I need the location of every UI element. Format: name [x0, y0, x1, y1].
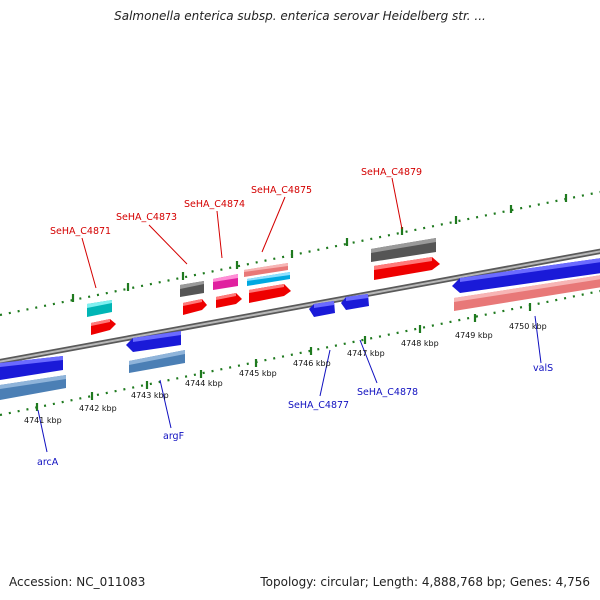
tick-label: 4748 kbp [401, 339, 439, 348]
gene-label-seha-c4871[interactable]: SeHA_C4871 [50, 226, 111, 237]
feature-seha-c4875-c[interactable] [249, 284, 291, 303]
tick-label: 4749 kbp [455, 331, 493, 340]
top-label-connectors [81, 177, 403, 289]
gene-label-seha-c4874[interactable]: SeHA_C4874 [184, 199, 245, 210]
tick-label: 4741 kbp [24, 416, 62, 425]
accession-text: Accession: NC_011083 [9, 575, 146, 589]
upper-dotted-track [0, 190, 600, 317]
feature-seha-c4877[interactable] [309, 301, 335, 317]
feature-seha-c4873-b[interactable] [183, 299, 207, 315]
feature-argf-cds[interactable] [129, 350, 185, 373]
feature-seha-c4875-b[interactable] [247, 272, 290, 286]
tick-label: 4744 kbp [185, 379, 223, 388]
feature-seha-c4871-a[interactable] [87, 300, 112, 317]
feature-seha-c4878[interactable] [341, 294, 369, 310]
tick-label: 4742 kbp [79, 404, 117, 413]
map-title: Salmonella enterica subsp. enterica sero… [114, 9, 486, 23]
gene-label-seha-c4877[interactable]: SeHA_C4877 [288, 400, 349, 411]
sequence-backbone [0, 248, 600, 365]
tick-label: 4743 kbp [131, 391, 169, 400]
gene-label-seha-c4873[interactable]: SeHA_C4873 [116, 212, 177, 223]
topology-summary: Topology: circular; Length: 4,888,768 bp… [260, 575, 590, 589]
feature-seha-c4874-b[interactable] [216, 293, 242, 308]
feature-seha-c4871-b[interactable] [91, 319, 116, 335]
feature-seha-c4879-a[interactable] [371, 238, 436, 262]
lower-dotted-track [0, 289, 600, 417]
tick-label: 4746 kbp [293, 359, 331, 368]
gene-label-seha-c4875[interactable]: SeHA_C4875 [251, 185, 312, 196]
feature-seha-c4879-b[interactable] [374, 257, 440, 280]
tick-label: 4747 kbp [347, 349, 385, 358]
gene-label-argf[interactable]: argF [163, 431, 184, 442]
axis-tick-labels: 4741 kbp 4742 kbp 4743 kbp 4744 kbp 4745… [24, 322, 547, 425]
bottom-gene-labels: arcA argF SeHA_C4877 SeHA_C4878 valS [37, 363, 553, 468]
feature-arca-cds[interactable] [0, 375, 66, 400]
lower-major-ticks [35, 303, 532, 411]
gene-label-arca[interactable]: arcA [37, 457, 59, 468]
feature-seha-c4875-a[interactable] [244, 263, 288, 277]
gene-label-vals[interactable]: valS [533, 363, 553, 374]
feature-vals-gene[interactable] [452, 258, 600, 293]
gene-label-seha-c4878[interactable]: SeHA_C4878 [357, 387, 418, 398]
feature-seha-c4873-a[interactable] [180, 281, 204, 297]
top-gene-labels: SeHA_C4871 SeHA_C4873 SeHA_C4874 SeHA_C4… [50, 167, 422, 237]
feature-vals-cds[interactable] [454, 275, 600, 311]
gene-label-seha-c4879[interactable]: SeHA_C4879 [361, 167, 422, 178]
bottom-label-connectors [37, 315, 542, 453]
feature-seha-c4874-a[interactable] [213, 274, 238, 290]
tick-label: 4745 kbp [239, 369, 277, 378]
feature-arca-gene[interactable] [0, 356, 63, 380]
tick-label: 4750 kbp [509, 322, 547, 331]
feature-argf-gene[interactable] [126, 331, 181, 352]
